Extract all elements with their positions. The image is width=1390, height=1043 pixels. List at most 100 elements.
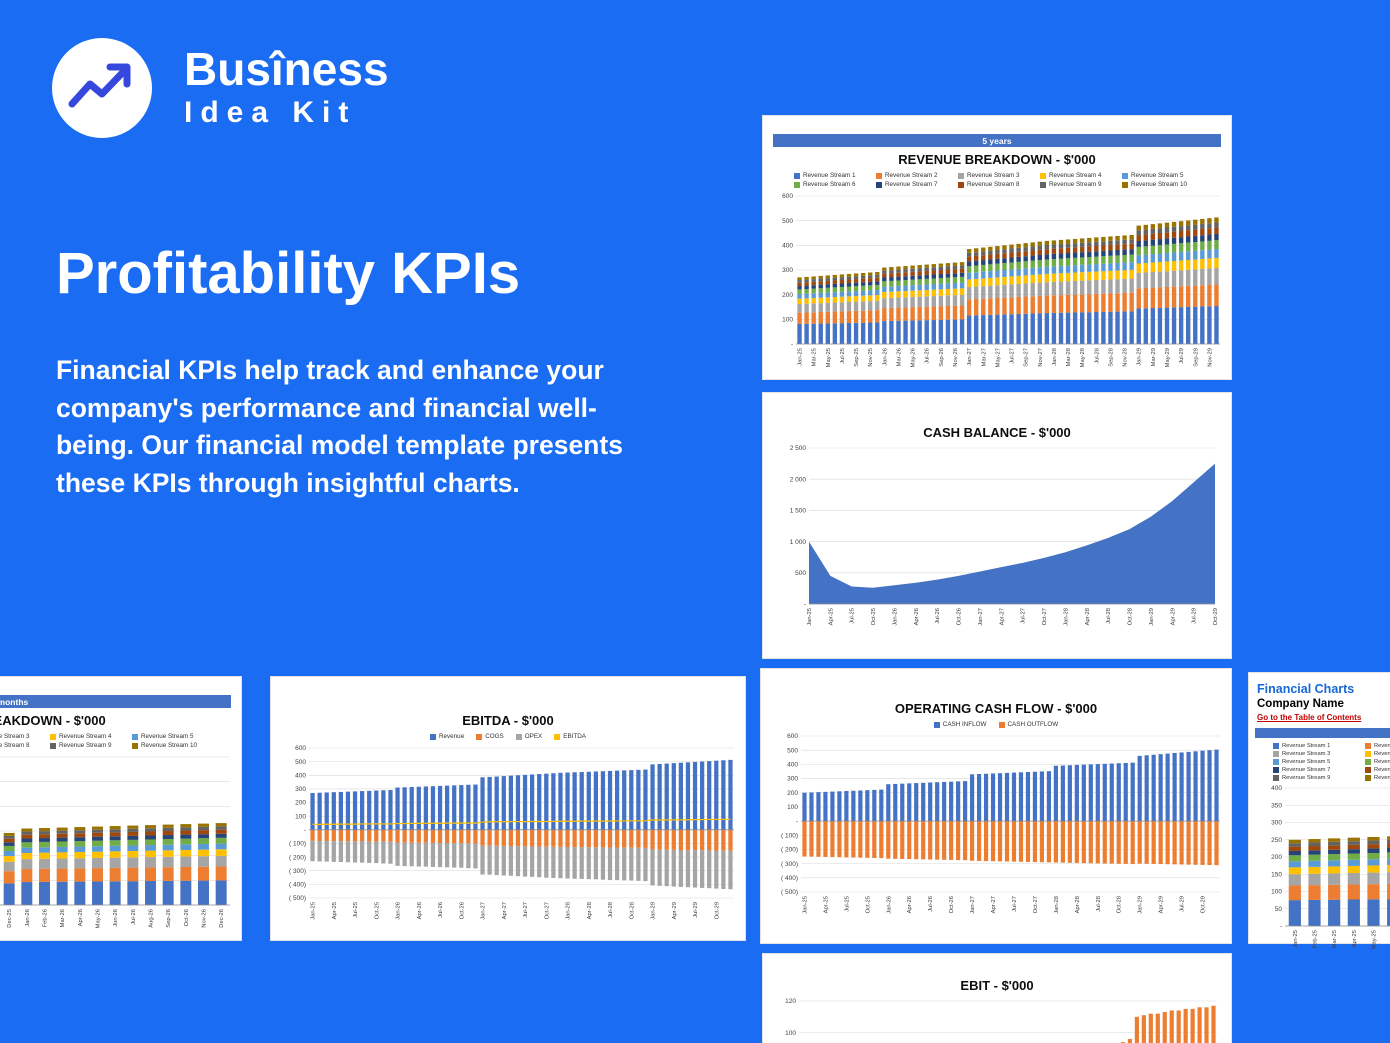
- svg-text:Jul-29: Jul-29: [1180, 896, 1186, 912]
- legend-item: Revenue Stream 5: [1273, 759, 1361, 765]
- svg-text:Apr-29: Apr-29: [672, 902, 678, 919]
- revenue-breakdown-24-chart-canvas: 600500400300200100-Jan-25Feb-25Mar-25Apr…: [0, 756, 230, 928]
- svg-text:Apr-25: Apr-25: [1351, 930, 1357, 947]
- svg-text:Oct-28: Oct-28: [1128, 608, 1134, 625]
- legend-swatch: [1365, 767, 1371, 773]
- legend-label: Revenue Stream 7: [1282, 767, 1331, 773]
- svg-text:Jul-25: Jul-25: [840, 348, 846, 364]
- period-badge-label: 5 years: [982, 135, 1012, 146]
- legend-item: Revenue Stream 5: [1122, 172, 1200, 179]
- financial-charts-card: Financial Charts Company Name Go to the …: [1248, 672, 1390, 949]
- svg-text:Jan-27: Jan-27: [978, 608, 984, 626]
- svg-text:Oct-26: Oct-26: [957, 608, 963, 625]
- page-title: Profitability KPIs: [56, 241, 521, 306]
- legend-item: Revenue Stream 10: [1365, 775, 1390, 781]
- ebit-chart: 12010080604020-( 20)( 40)Jan-25Apr-25Jul…: [763, 995, 1231, 1043]
- svg-text:Feb-25: Feb-25: [1312, 930, 1318, 948]
- svg-text:Jan-28: Jan-28: [1052, 348, 1058, 366]
- legend-swatch: [50, 733, 56, 740]
- svg-text:600: 600: [782, 193, 793, 200]
- legend-swatch: [1365, 743, 1371, 749]
- svg-text:Apr-27: Apr-27: [999, 608, 1005, 625]
- svg-text:Jan-26: Jan-26: [396, 902, 402, 920]
- legend-swatch: [1273, 767, 1279, 773]
- legend-label: Revenue Stream 1: [1282, 743, 1331, 749]
- legend-label: Revenue Stream 2: [1374, 743, 1390, 749]
- svg-text:Apr-26: Apr-26: [417, 902, 423, 919]
- svg-text:Oct-28: Oct-28: [629, 902, 635, 919]
- svg-text:Apr-28: Apr-28: [1075, 896, 1081, 913]
- svg-text:-: -: [1279, 923, 1281, 930]
- svg-text:Jul-26: Jul-26: [438, 902, 444, 918]
- legend-label: Revenue Stream 5: [1282, 759, 1331, 765]
- svg-text:Aug-26: Aug-26: [149, 909, 155, 928]
- legend-swatch: [429, 733, 436, 740]
- svg-text:Apr-26: Apr-26: [78, 909, 84, 926]
- operating-cash-flow-chart: 600 500 400 300 200 100 - ( 100) ( 200) ( 300) ( 4…: [761, 731, 1231, 923]
- ebit-chart-canvas: 12010080604020-( 20)( 40)Jan-25Apr-25Jul…: [785, 998, 1217, 1043]
- svg-text:( 500): ( 500): [781, 889, 798, 896]
- svg-text:Oct-29: Oct-29: [714, 902, 720, 919]
- legend-swatch: [1273, 743, 1279, 749]
- legend-label: Revenue Stream 6: [803, 181, 856, 188]
- svg-text:( 200): ( 200): [289, 854, 306, 861]
- svg-text:Oct-27: Oct-27: [544, 902, 550, 919]
- svg-text:500: 500: [782, 218, 793, 225]
- legend-label: Revenue Stream 3: [0, 733, 30, 740]
- svg-text:2 000: 2 000: [790, 476, 807, 483]
- svg-text:( 400): ( 400): [289, 882, 306, 889]
- svg-text:Apr-25: Apr-25: [828, 608, 834, 625]
- legend-item: Revenue Stream 1: [1273, 743, 1361, 749]
- svg-text:Jan-25: Jan-25: [798, 348, 804, 366]
- svg-text:Jul-26: Jul-26: [928, 896, 934, 912]
- svg-text:100: 100: [785, 1030, 796, 1037]
- svg-text:100: 100: [782, 317, 793, 324]
- svg-text:350: 350: [1271, 802, 1282, 809]
- svg-text:250: 250: [1271, 837, 1282, 844]
- legend-swatch: [554, 733, 561, 740]
- svg-text:-: -: [304, 827, 306, 834]
- svg-text:Nov-26: Nov-26: [202, 909, 208, 928]
- svg-text:Mar-28: Mar-28: [1066, 348, 1072, 366]
- legend-item: Revenue Stream 3: [958, 172, 1036, 179]
- svg-text:Oct-26: Oct-26: [949, 896, 955, 913]
- svg-text:Nov-25: Nov-25: [868, 348, 874, 367]
- legend-item: Revenue Stream 1: [794, 172, 872, 179]
- svg-text:May-27: May-27: [995, 348, 1001, 367]
- svg-text:1 000: 1 000: [790, 539, 807, 546]
- svg-text:Dec-25: Dec-25: [7, 909, 13, 928]
- svg-text:Oct-27: Oct-27: [1042, 608, 1048, 625]
- svg-text:Jul-25: Jul-25: [353, 902, 359, 918]
- svg-text:-: -: [804, 601, 806, 608]
- legend-item: OPEX: [515, 733, 542, 740]
- svg-text:Oct-25: Oct-25: [871, 608, 877, 625]
- svg-text:-: -: [796, 818, 798, 825]
- svg-text:Jan-28: Jan-28: [1054, 896, 1060, 914]
- legend-item: CASH INFLOW: [933, 721, 987, 728]
- legend-label: Revenue Stream 9: [59, 742, 112, 749]
- svg-text:500: 500: [787, 747, 798, 754]
- svg-text:Oct-26: Oct-26: [184, 909, 190, 926]
- legend-swatch: [794, 181, 800, 188]
- legend-swatch: [476, 733, 483, 740]
- brand-name: Busîness: [184, 43, 389, 95]
- svg-text:Oct-29: Oct-29: [1213, 608, 1219, 625]
- svg-text:100: 100: [295, 813, 306, 820]
- legend-swatch: [132, 733, 138, 740]
- legend-item: Revenue Stream 6: [794, 181, 872, 188]
- svg-text:Nov-27: Nov-27: [1038, 348, 1044, 367]
- legend-item: Revenue Stream 10: [1122, 181, 1200, 188]
- svg-text:Apr-27: Apr-27: [502, 902, 508, 919]
- svg-text:Jul-28: Jul-28: [1106, 608, 1112, 624]
- table-of-contents-link[interactable]: Go to the Table of Contents: [1257, 713, 1362, 722]
- svg-text:100: 100: [1271, 889, 1282, 896]
- svg-text:Jul-29: Jul-29: [1179, 348, 1185, 364]
- legend-item: Revenue Stream 7: [1273, 767, 1361, 773]
- legend-swatch: [794, 172, 800, 179]
- legend-swatch: [958, 181, 964, 188]
- brand-logo: [52, 38, 152, 138]
- legend-item: Revenue Stream 8: [1365, 767, 1390, 773]
- svg-text:300: 300: [1271, 820, 1282, 827]
- legend-label: Revenue Stream 10: [1131, 181, 1188, 188]
- svg-text:Jul-29: Jul-29: [1192, 608, 1198, 624]
